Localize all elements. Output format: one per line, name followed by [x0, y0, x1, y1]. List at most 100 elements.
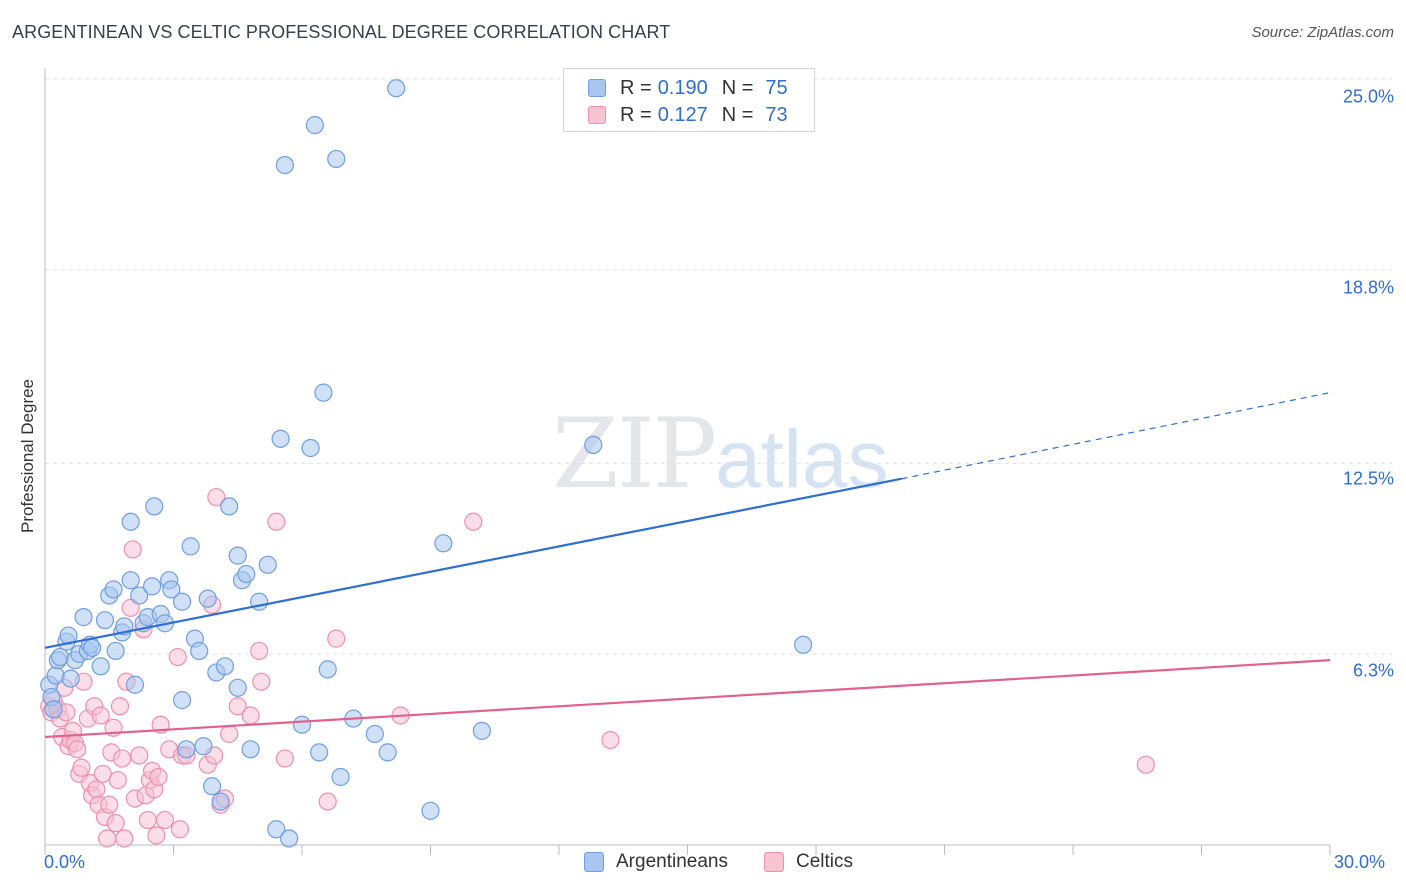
argentineans-point	[365, 724, 384, 744]
legend-n-value: 73	[765, 103, 788, 126]
y-tick-25: 25.0%	[1342, 86, 1394, 107]
celtics-point	[1136, 755, 1155, 774]
argentineans-point	[318, 660, 337, 679]
argentineans-point	[794, 635, 813, 654]
argentineans-point	[61, 669, 80, 688]
argentineans-point	[292, 715, 312, 734]
celtics-point	[98, 829, 117, 848]
celtics-point	[108, 770, 127, 790]
legend-swatch-celtics	[588, 106, 606, 124]
bottom-legend-label-celtics: Celtics	[796, 851, 854, 872]
argentineans-trendline	[44, 477, 902, 649]
legend: R = 0.190 N = 75 R = 0.127 N = 73	[563, 68, 815, 132]
celtics-point	[112, 749, 132, 768]
y-tick-18-8: 18.8%	[1342, 277, 1394, 298]
argentineans-point	[301, 438, 320, 458]
bottom-legend-swatch-argentineans	[584, 852, 604, 872]
argentineans-point	[172, 691, 192, 710]
legend-swatch-argentineans	[588, 79, 606, 97]
argentineans-point	[314, 383, 333, 402]
celtics-point	[241, 706, 260, 725]
celtics-point	[318, 792, 337, 811]
celtics-point	[115, 829, 134, 848]
celtics-point	[228, 697, 247, 716]
bottom-legend-swatch-celtics	[764, 852, 784, 872]
legend-row-celtics: R = 0.127 N = 73	[588, 104, 788, 126]
legend-r-label: R =	[620, 76, 652, 99]
argentineans-point	[121, 512, 140, 531]
bottom-legend-argentineans: Argentineans	[584, 851, 728, 873]
argentineans-point	[202, 777, 222, 796]
argentineans-point	[91, 657, 110, 676]
celtics-point	[267, 512, 286, 531]
celtics-point	[87, 780, 106, 799]
argentineans-point	[106, 641, 125, 661]
argentineans-point	[145, 497, 164, 516]
argentineans-point	[434, 534, 453, 553]
argentineans-point	[237, 564, 256, 584]
celtics-point	[168, 647, 187, 667]
legend-n-value: 75	[765, 76, 788, 99]
celtics-point	[68, 740, 87, 759]
legend-n-label: N =	[721, 76, 754, 99]
celtics-point	[121, 598, 140, 617]
argentineans-point	[421, 801, 440, 820]
argentineans-point	[46, 666, 65, 685]
x-tick-max: 30.0%	[1334, 852, 1386, 872]
celtics-point	[110, 697, 130, 716]
argentineans-point	[378, 743, 397, 762]
argentineans-point	[228, 678, 247, 697]
argentineans-point	[305, 116, 324, 135]
celtics-point	[138, 810, 157, 830]
argentineans-point	[95, 611, 115, 630]
argentineans-point	[387, 79, 406, 98]
argentineans-point	[181, 537, 200, 556]
argentineans-point	[125, 675, 145, 694]
bottom-legend: Argentineans Celtics	[0, 851, 1406, 877]
celtics-point	[147, 826, 166, 845]
bottom-legend-label-argentineans: Argentineans	[616, 851, 728, 872]
legend-row-argentineans: R = 0.190 N = 75	[588, 77, 788, 99]
argentineans-point	[121, 571, 140, 590]
argentineans-point	[271, 429, 290, 448]
y-tick-6-3: 6.3%	[1352, 660, 1394, 681]
celtics-point	[207, 488, 226, 507]
watermark-atlas: atlas	[715, 414, 889, 505]
argentineans-point	[172, 592, 192, 611]
argentineans-points	[40, 79, 813, 848]
celtics-point	[252, 672, 271, 691]
argentineans-point	[310, 743, 329, 762]
argentineans-point	[584, 435, 603, 455]
argentineans-point	[74, 608, 93, 627]
argentineans-point	[198, 589, 217, 608]
argentineans-point	[190, 641, 209, 661]
celtics-point	[106, 814, 125, 833]
argentineans-point	[241, 740, 260, 759]
celtics-point	[123, 540, 142, 559]
argentineans-point	[472, 721, 491, 740]
argentineans-point	[44, 700, 63, 719]
source-label: Source: ZipAtlas.com	[1251, 24, 1394, 41]
argentineans-point	[215, 657, 234, 676]
argentineans-point	[130, 586, 149, 605]
celtics-point	[72, 758, 91, 777]
argentineans-trendline-extension	[901, 392, 1331, 480]
celtics-point	[464, 512, 483, 531]
celtics-point	[91, 706, 110, 725]
argentineans-point	[220, 497, 239, 516]
argentineans-point	[104, 580, 123, 599]
celtics-point	[275, 749, 294, 768]
argentineans-point	[162, 580, 181, 599]
argentineans-point	[50, 647, 70, 667]
legend-r-value: 0.127	[657, 103, 708, 126]
celtics-point	[100, 795, 119, 814]
celtics-point	[155, 810, 175, 830]
celtics-trendline	[44, 659, 1331, 739]
watermark-zip: ZIP	[552, 398, 717, 510]
argentineans-point	[142, 577, 162, 596]
argentineans-point	[267, 820, 286, 839]
argentineans-point	[83, 638, 102, 657]
argentineans-point	[194, 737, 213, 756]
celtics-point	[250, 641, 269, 661]
